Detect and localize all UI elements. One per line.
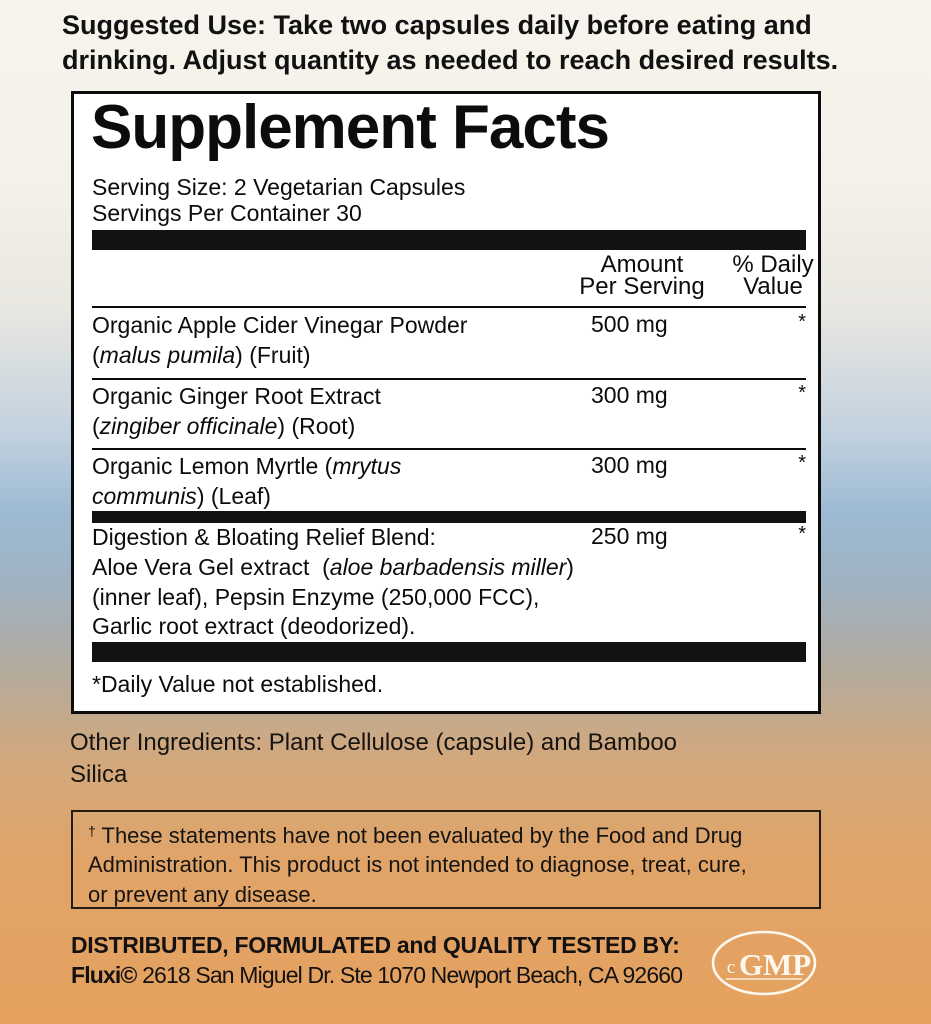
svg-text:GMP: GMP <box>739 947 811 982</box>
svg-text:c: c <box>727 957 735 978</box>
